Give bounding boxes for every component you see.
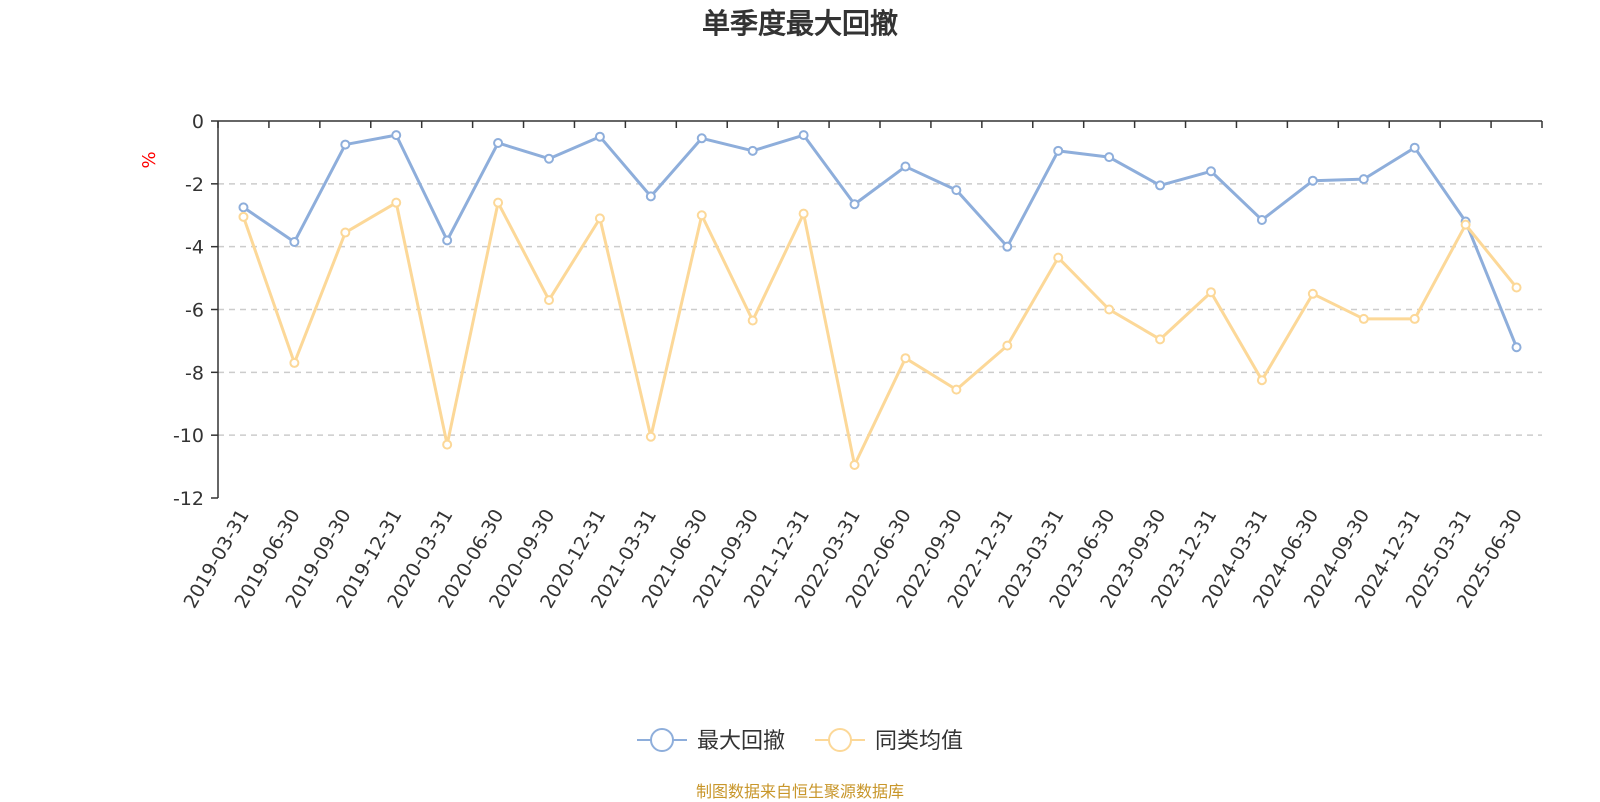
series-2-point[interactable] — [1155, 334, 1166, 345]
series-1-point[interactable] — [594, 131, 605, 142]
series-line-1 — [242, 133, 1518, 348]
series-1-point[interactable] — [1104, 152, 1115, 163]
series-1-point[interactable] — [696, 133, 707, 144]
axes: 0-2-4-6-8-10-122019-03-312019-06-302019-… — [173, 111, 1543, 612]
legend-marker-icon — [828, 728, 852, 752]
grid-lines — [218, 183, 1542, 436]
series-2-point[interactable] — [1307, 288, 1318, 299]
series-2-point[interactable] — [493, 197, 504, 208]
series-1-point[interactable] — [1307, 175, 1318, 186]
series-2-point[interactable] — [1460, 219, 1471, 230]
series-1-point[interactable] — [1053, 145, 1064, 156]
y-tick-label: -12 — [173, 488, 204, 510]
series-line-2 — [242, 201, 1518, 467]
series-2-point[interactable] — [1206, 287, 1216, 298]
y-tick-label: 0 — [192, 111, 204, 133]
series-1-point[interactable] — [849, 199, 860, 210]
series-2-point[interactable] — [798, 208, 809, 219]
series-1-point[interactable] — [1002, 241, 1013, 252]
series-2-point[interactable] — [442, 439, 453, 450]
series-1-point[interactable] — [289, 236, 300, 247]
y-tick-label: -6 — [185, 300, 204, 322]
y-tick-label: -2 — [185, 174, 204, 196]
series-2-point[interactable] — [238, 211, 249, 222]
series-2-point[interactable] — [594, 213, 605, 224]
series-2-point[interactable] — [340, 227, 351, 238]
series-1-point[interactable] — [442, 235, 453, 246]
y-tick-label: -8 — [185, 362, 204, 384]
series-2-point[interactable] — [1511, 282, 1522, 293]
series-2-point[interactable] — [391, 197, 402, 208]
series-2-point[interactable] — [645, 431, 656, 442]
series-1-point[interactable] — [798, 130, 809, 141]
series-1-point[interactable] — [544, 153, 554, 164]
series-1-point[interactable] — [951, 185, 962, 196]
legend-item-2[interactable]: 同类均值 — [815, 728, 963, 754]
series-2-point[interactable] — [1053, 252, 1064, 263]
series-2-point[interactable] — [1256, 375, 1267, 386]
series-2-point[interactable] — [696, 210, 707, 221]
series-1-point[interactable] — [1155, 180, 1166, 191]
source-note: 制图数据来自恒生聚源数据库 — [695, 782, 904, 801]
series-1-point[interactable] — [1206, 166, 1216, 177]
series-2-point[interactable] — [747, 315, 758, 326]
series-2-point[interactable] — [544, 295, 554, 306]
series-2-point[interactable] — [951, 384, 962, 395]
series-1-point[interactable] — [340, 139, 351, 150]
series-1-point[interactable] — [645, 191, 656, 202]
legend-item-1[interactable]: 最大回撤 — [637, 728, 785, 754]
y-tick-label: -4 — [185, 237, 204, 259]
y-tick-label: -10 — [173, 425, 204, 447]
series-1-point[interactable] — [1256, 214, 1267, 225]
series-1-point[interactable] — [1511, 342, 1522, 353]
chart-title: 单季度最大回撤 — [701, 7, 898, 40]
series-1-point[interactable] — [747, 145, 758, 156]
series-1-point[interactable] — [391, 130, 402, 141]
series-2-point[interactable] — [849, 460, 860, 471]
series-2-point[interactable] — [1104, 304, 1115, 315]
series-2-point[interactable] — [289, 357, 300, 368]
legend-label: 最大回撤 — [697, 729, 785, 754]
series-2-point[interactable] — [1002, 340, 1013, 351]
series-1-point[interactable] — [493, 137, 504, 148]
legend: 最大回撤 同类均值 — [637, 728, 963, 754]
series-lines — [238, 130, 1522, 471]
series-1-point[interactable] — [1409, 142, 1420, 153]
series-2-point[interactable] — [1358, 313, 1369, 324]
legend-marker-icon — [650, 728, 674, 752]
series-1-point[interactable] — [900, 161, 911, 172]
series-1-point[interactable] — [238, 202, 249, 213]
series-2-point[interactable] — [1409, 313, 1420, 324]
series-2-point[interactable] — [900, 353, 911, 364]
legend-label: 同类均值 — [875, 729, 963, 754]
y-axis-unit-label: % — [139, 151, 160, 168]
series-1-point[interactable] — [1358, 174, 1369, 185]
